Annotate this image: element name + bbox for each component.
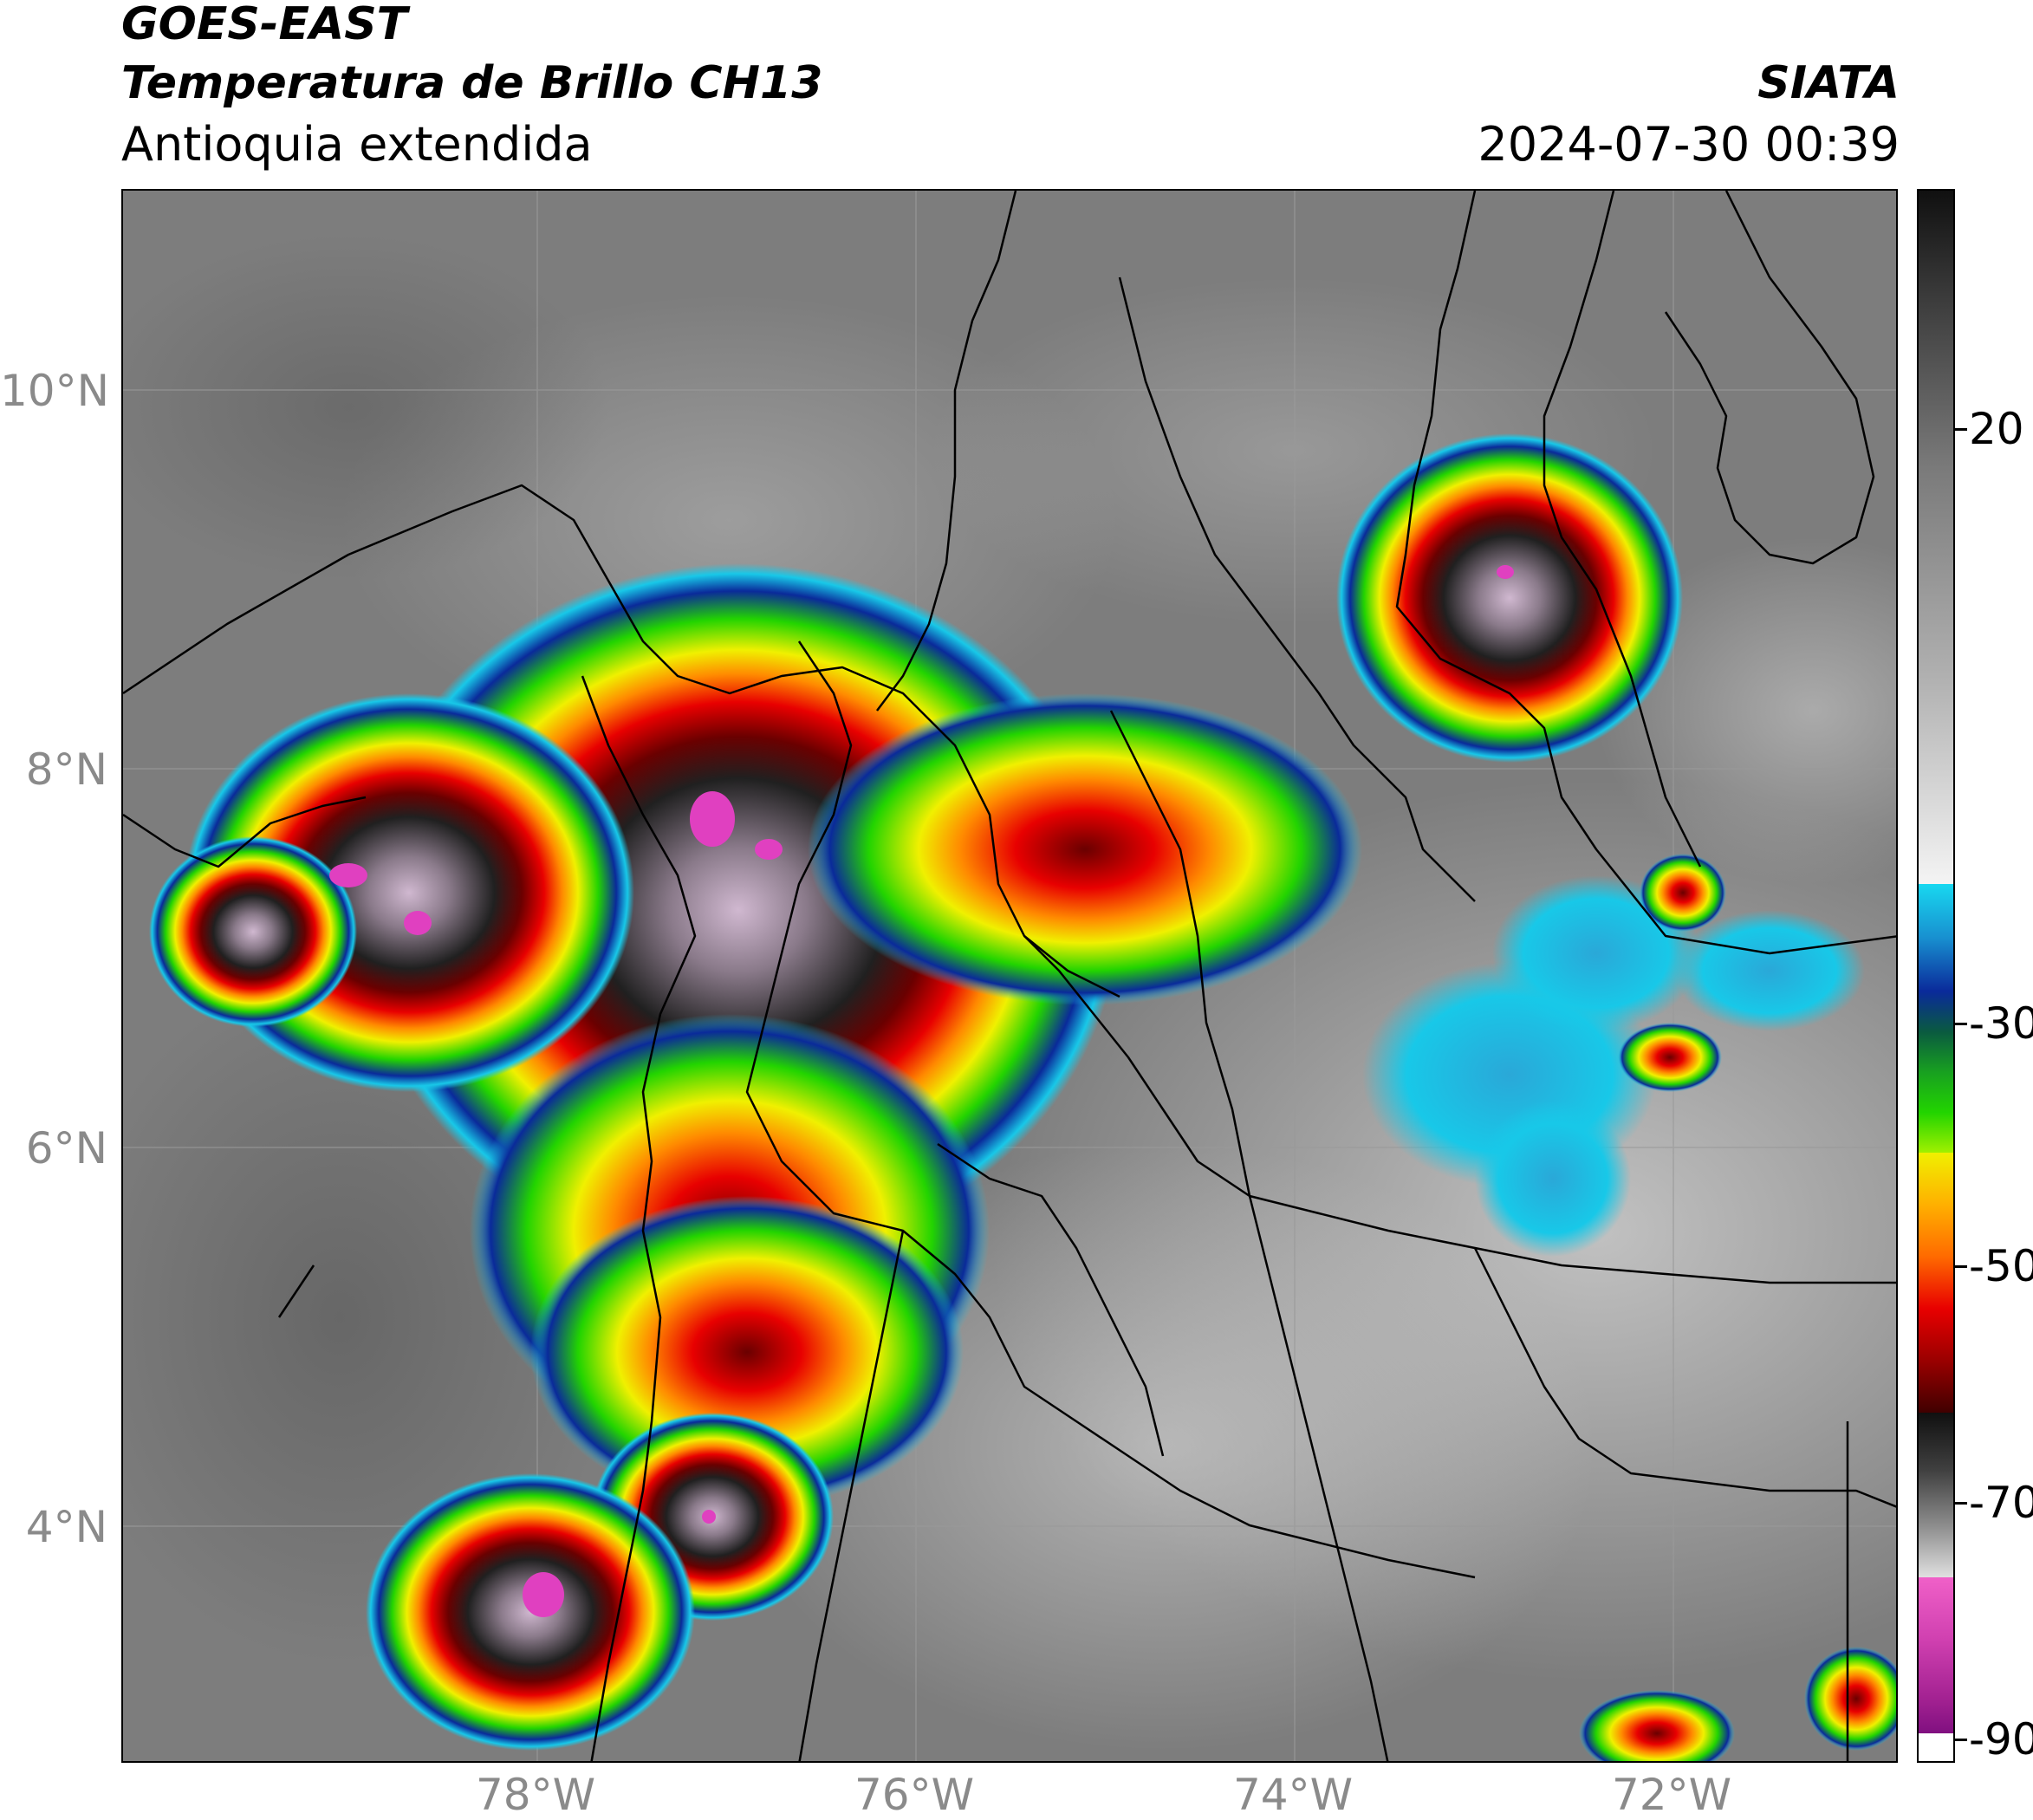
lat-label-6n: 6°N [25, 1123, 107, 1173]
colorbar-magenta-segment [1919, 1577, 1953, 1733]
colorbar-label-minus70: -70 [1969, 1478, 2033, 1528]
colorbar-tick [1955, 428, 1967, 431]
title-source: SIATA [1757, 57, 1900, 109]
title-datetime: 2024-07-30 00:39 [1478, 117, 1900, 172]
colorbar-cold-gray-segment [1919, 1413, 1953, 1577]
lon-label-76w: 76°W [854, 1770, 975, 1820]
lon-label-74w: 74°W [1232, 1770, 1354, 1820]
title-satellite: GOES-EAST [121, 0, 408, 50]
colorbar-label-minus50: -50 [1969, 1241, 2033, 1291]
colorbar-white-segment [1919, 1733, 1953, 1761]
lat-label-10n: 10°N [0, 366, 110, 416]
lon-label-72w: 72°W [1611, 1770, 1732, 1820]
title-product: Temperatura de Brillo CH13 [121, 57, 823, 109]
colorbar-label-minus90: -90 [1969, 1714, 2033, 1765]
colorbar-warm-segment [1919, 1153, 1953, 1413]
colorbar-cool-segment [1919, 884, 1953, 1153]
colorbar-tick [1955, 1023, 1967, 1025]
colorbar [1917, 189, 1955, 1763]
title-region: Antioquia extendida [121, 117, 593, 172]
colorbar-tick [1955, 1739, 1967, 1741]
colorbar-tick [1955, 1265, 1967, 1268]
colorbar-gray-segment [1919, 191, 1953, 884]
colorbar-label-minus30: -30 [1969, 998, 2033, 1049]
colorbar-tick [1955, 1502, 1967, 1505]
lat-label-8n: 8°N [25, 744, 107, 795]
satellite-map[interactable] [121, 189, 1898, 1763]
colorbar-label-20: 20 [1969, 404, 2024, 454]
lon-label-78w: 78°W [475, 1770, 596, 1820]
lat-label-4n: 4°N [25, 1502, 107, 1552]
satellite-map-svg [123, 191, 1896, 1761]
